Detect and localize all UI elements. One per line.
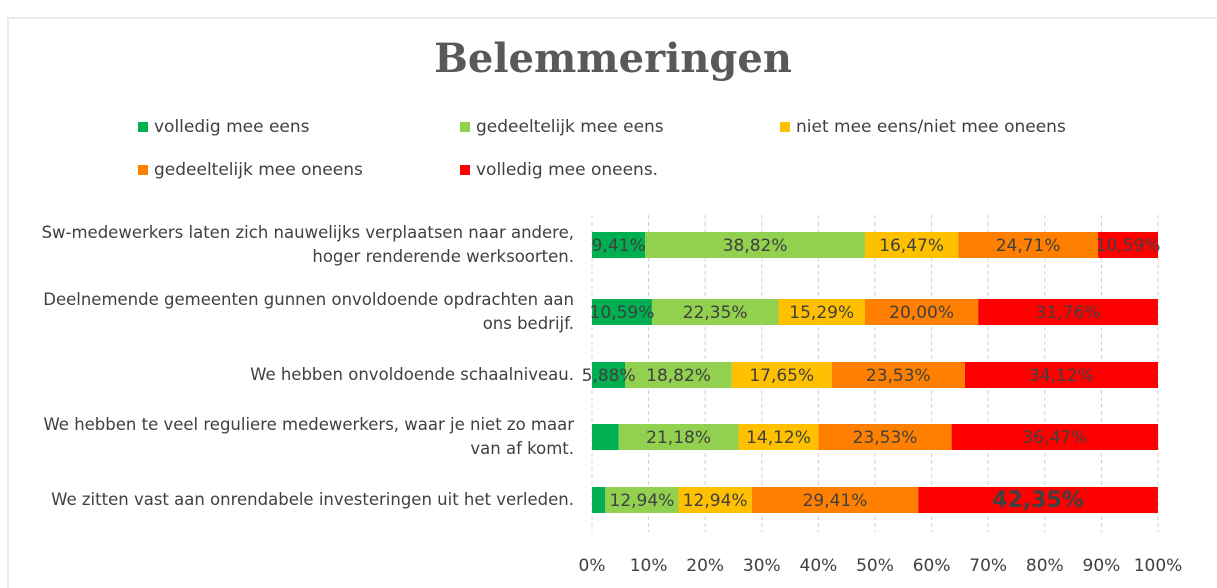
bar-segment [1098, 232, 1158, 258]
x-tick-label: 70% [969, 556, 1007, 576]
value-label: 12,94% [610, 491, 675, 511]
category-label: We hebben onvoldoende schaalniveau. [250, 365, 574, 384]
value-label: 17,65% [749, 366, 814, 386]
legend-swatch [138, 122, 148, 132]
legend-swatch [138, 165, 148, 175]
legend-swatch [780, 122, 790, 132]
category-label: Sw-medewerkers laten zich nauwelijks ver… [41, 223, 574, 266]
x-tick-label: 100% [1134, 556, 1183, 576]
value-label: 29,41% [803, 491, 868, 511]
value-label: 36,47% [1022, 428, 1087, 448]
bar-segment [592, 232, 646, 258]
value-label: 42,35% [992, 488, 1084, 513]
value-label: 9,41% [592, 236, 646, 256]
bar-segment [738, 424, 819, 450]
chart-title: Belemmeringen [434, 35, 792, 82]
value-label: 10,59% [1096, 236, 1161, 256]
legend-label: gedeeltelijk mee eens [476, 117, 664, 137]
value-label: 23,53% [853, 428, 918, 448]
bar-segment [605, 487, 679, 513]
x-tick-label: 80% [1026, 556, 1064, 576]
bar-segment [645, 232, 865, 258]
legend-swatch [460, 122, 470, 132]
bar-segment [978, 299, 1158, 325]
value-label: 38,82% [723, 236, 788, 256]
value-label: 18,82% [646, 366, 711, 386]
bar-segment [592, 424, 619, 450]
x-tick-label: 0% [579, 556, 606, 576]
bar-segment [592, 299, 652, 325]
x-tick-label: 10% [630, 556, 668, 576]
value-label: 20,00% [889, 303, 954, 323]
bar-segment [951, 424, 1159, 450]
bar-segment [778, 299, 865, 325]
bar-segment [731, 362, 832, 388]
bar-segment [592, 487, 606, 513]
x-tick-label: 40% [800, 556, 838, 576]
legend-label: volledig mee oneens. [476, 160, 658, 180]
value-label: 14,12% [746, 428, 811, 448]
bar-segment [864, 232, 959, 258]
category-label: We hebben te veel reguliere medewerkers,… [43, 415, 574, 458]
bar-segment [831, 362, 965, 388]
bar-segment [958, 232, 1099, 258]
legend-swatch [460, 165, 470, 175]
x-tick-label: 60% [913, 556, 951, 576]
value-label: 16,47% [879, 236, 944, 256]
legend-label: volledig mee eens [154, 117, 310, 137]
bar-segment [918, 487, 1158, 513]
legend-label: niet mee eens/niet mee oneens [796, 117, 1066, 137]
bar-segment [964, 362, 1158, 388]
value-label: 23,53% [866, 366, 931, 386]
x-tick-label: 20% [686, 556, 724, 576]
bar-segment [592, 362, 626, 388]
bar-segment [751, 487, 919, 513]
category-label: We zitten vast aan onrendabele investeri… [51, 490, 574, 509]
x-tick-label: 30% [743, 556, 781, 576]
bar-segment [818, 424, 952, 450]
value-label: 12,94% [683, 491, 748, 511]
value-label: 10,59% [590, 303, 655, 323]
value-label: 22,35% [683, 303, 748, 323]
value-label: 24,71% [996, 236, 1061, 256]
bar-segment [864, 299, 979, 325]
category-label: Deelnemende gemeenten gunnen onvoldoende… [43, 290, 574, 333]
value-label: 21,18% [646, 428, 711, 448]
value-label: 31,76% [1036, 303, 1101, 323]
bar-segment [678, 487, 752, 513]
value-label: 34,12% [1029, 366, 1094, 386]
legend-label: gedeeltelijk mee oneens [154, 160, 363, 180]
bar-segment [625, 362, 732, 388]
value-label: 5,88% [582, 366, 636, 386]
x-tick-label: 50% [856, 556, 894, 576]
x-tick-label: 90% [1083, 556, 1121, 576]
bar-segment [618, 424, 739, 450]
value-label: 15,29% [789, 303, 854, 323]
bar-segment [651, 299, 779, 325]
